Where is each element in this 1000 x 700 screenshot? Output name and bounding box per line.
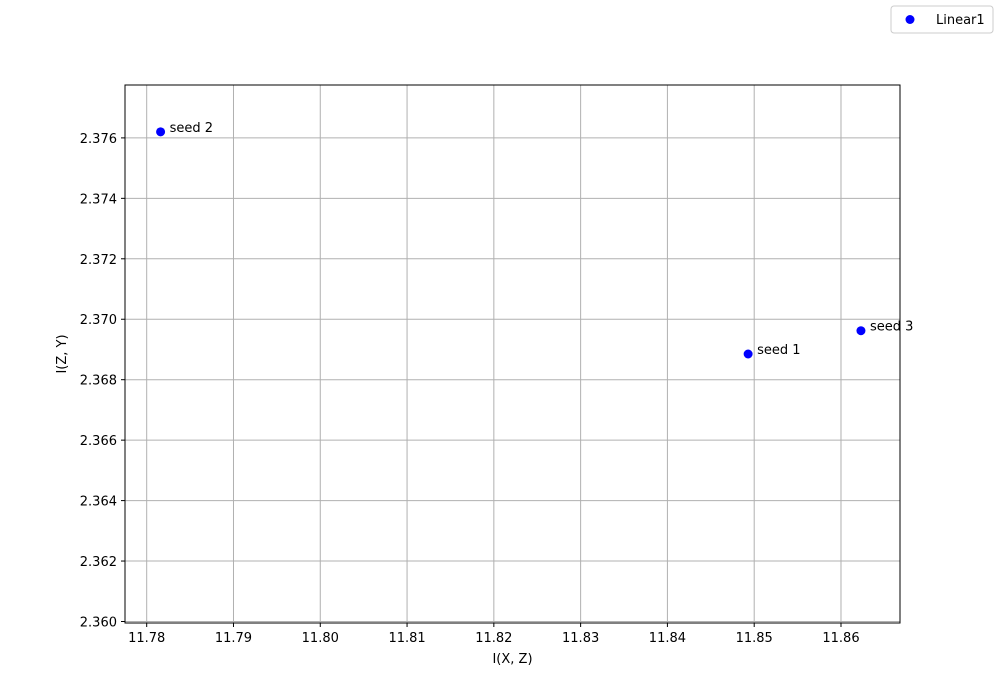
scatter-point — [743, 349, 753, 359]
x-axis-ticks: 11.78 11.79 11.80 11.81 11.82 11.83 11.84 11.85… — [128, 623, 860, 646]
x-tick-label: 11.80 — [302, 631, 339, 646]
scatter-point — [156, 127, 166, 137]
plot-area-frame — [124, 84, 901, 624]
y-tick-label: 2.370 — [80, 313, 117, 328]
x-tick-label: 11.85 — [736, 631, 773, 646]
y-tick-label: 2.360 — [80, 615, 117, 630]
y-tick-label: 2.362 — [80, 555, 117, 570]
x-tick-label: 11.86 — [822, 631, 859, 646]
y-tick-label: 2.364 — [80, 495, 117, 510]
scatter-point — [856, 326, 866, 336]
grid-lines — [125, 85, 900, 623]
x-tick-label: 11.83 — [562, 631, 599, 646]
legend: Linear1 — [890, 5, 994, 34]
y-axis-label: I(Z, Y) — [55, 334, 70, 373]
x-tick-label: 11.81 — [388, 631, 425, 646]
legend-marker — [905, 15, 915, 24]
y-tick-label: 2.368 — [80, 374, 117, 389]
x-tick-label: 11.82 — [475, 631, 512, 646]
legend-entry-label: Linear1 — [936, 13, 985, 28]
data-points: seed 1 seed 2 seed 3 — [156, 121, 913, 359]
y-tick-label: 2.372 — [80, 253, 117, 268]
x-tick-label: 11.78 — [128, 631, 165, 646]
point-annotation: seed 1 — [757, 343, 800, 358]
point-annotation: seed 3 — [870, 320, 913, 335]
y-tick-label: 2.374 — [80, 192, 117, 207]
y-tick-label: 2.376 — [80, 132, 117, 147]
x-axis-label: I(X, Z) — [492, 652, 532, 667]
y-tick-label: 2.366 — [80, 434, 117, 449]
x-tick-label: 11.79 — [215, 631, 252, 646]
point-annotation: seed 2 — [170, 121, 213, 136]
y-axis-ticks: 2.360 2.362 2.364 2.366 2.368 2.370 2.372 2.374… — [80, 132, 125, 630]
legend-box — [890, 5, 994, 34]
x-tick-label: 11.84 — [649, 631, 686, 646]
